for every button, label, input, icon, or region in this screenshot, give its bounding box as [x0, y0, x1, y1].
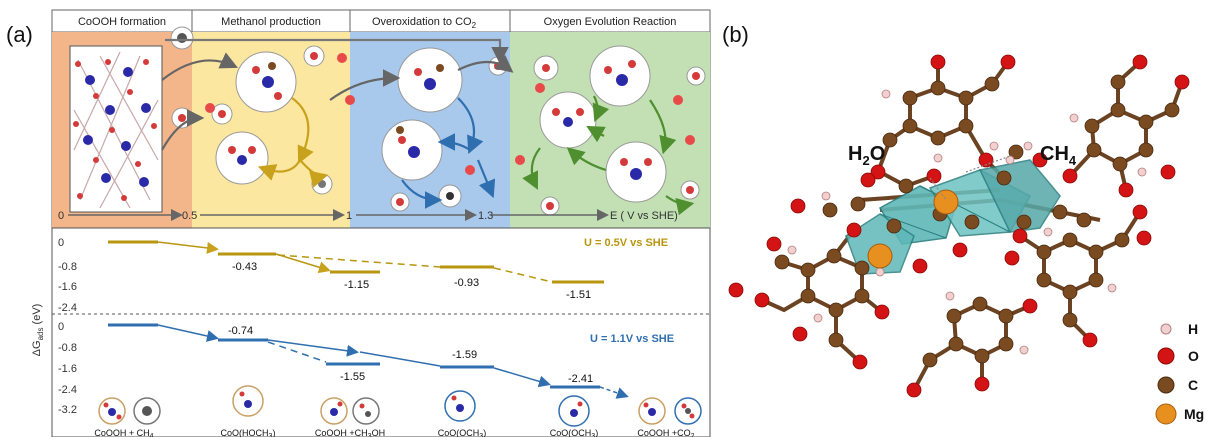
stage-title-2: Overoxidation to CO2 [372, 16, 477, 30]
species-label-2: CoOOH +CH3OH [315, 428, 385, 437]
energy-tick-6: -1.6 [58, 363, 77, 375]
value-low-3: -1.51 [566, 289, 591, 301]
potential-axis: 0 0.5 1 1.3 E ( V vs SHE) [58, 209, 678, 222]
legend-label-mg: Mg [1184, 406, 1204, 422]
value-high-0: -0.74 [228, 325, 253, 337]
value-high-1: -1.55 [340, 371, 365, 383]
stage-title-0: CoOOH formation [78, 16, 166, 28]
energy-tick-2: -1.6 [58, 281, 77, 293]
potential-tick-1: 0.5 [182, 210, 197, 222]
energy-tick-0: 0 [58, 237, 64, 249]
series-high-potential [108, 323, 629, 399]
series-high-label: U = 1.1V vs SHE [590, 333, 674, 345]
panel-label-b: (b) [722, 22, 749, 47]
series-low-label: U = 0.5V vs SHE [584, 237, 668, 249]
energy-tick-3: -2.4 [58, 302, 77, 314]
legend-marker-h [1160, 323, 1172, 335]
species-label-5: CoOOH +CO2 [637, 428, 694, 437]
potential-axis-label: E ( V vs SHE) [610, 210, 678, 222]
hydrogen-atoms [787, 89, 1147, 355]
cooh-lattice [69, 45, 163, 213]
energy-tick-1: -0.8 [58, 261, 77, 273]
legend-label-o: O [1188, 348, 1199, 364]
species-label-3: CoO(OCH3) [438, 428, 486, 437]
series-low-potential [108, 240, 604, 284]
energy-axis-label: ΔGads (eV) [31, 304, 45, 357]
species-label-1: CoO(HOCH3) [221, 428, 276, 437]
energy-tick-8: -3.2 [58, 404, 77, 416]
molecule-atoms [177, 33, 700, 210]
adsorbate-contacts [929, 155, 1011, 201]
value-low-1: -1.15 [344, 279, 369, 291]
potential-tick-2: 1 [346, 210, 352, 222]
oxygen-atoms [728, 54, 1190, 398]
potential-tick-3: 1.3 [478, 210, 493, 222]
stage-title-3: Oxygen Evolution Reaction [544, 16, 677, 28]
value-high-3: -2.41 [568, 373, 593, 385]
magnesium-atoms [867, 189, 959, 269]
species-label-0: CoOOH + CH4 [94, 428, 153, 437]
stage-title-1: Methanol production [221, 16, 321, 28]
energy-tick-5: -0.8 [58, 342, 77, 354]
potential-tick-0: 0 [58, 210, 64, 222]
value-high-2: -1.59 [452, 349, 477, 361]
stage-arrows [161, 38, 695, 216]
value-low-2: -0.93 [454, 277, 479, 289]
energy-tick-4: 0 [58, 321, 64, 333]
legend-label-c: C [1188, 377, 1198, 393]
legend-marker-c [1157, 376, 1175, 394]
legend-label-h: H [1188, 321, 1198, 337]
value-low-0: -0.43 [232, 261, 257, 273]
species-thumbnails [98, 385, 702, 427]
mof-structure: H2O CH4 H O C Mg [728, 54, 1204, 425]
species-label-4: CoO(OCH3) [550, 428, 598, 437]
legend-marker-mg [1155, 403, 1177, 425]
water-label: H2O [848, 143, 885, 168]
atom-legend: H O C Mg [1155, 321, 1204, 425]
legend-marker-o [1157, 347, 1175, 365]
electron-markers [205, 53, 695, 175]
energy-tick-7: -2.4 [58, 384, 77, 396]
methane-label: CH4 [1040, 143, 1077, 168]
stage-panel: CoOOH formation Methanol production Over… [51, 9, 711, 229]
panel-label-a: (a) [6, 22, 33, 47]
energy-diagram: ΔGads (eV) 0 -0.8 -1.6 -2.4 0 -0.8 -1.6 … [31, 227, 711, 437]
